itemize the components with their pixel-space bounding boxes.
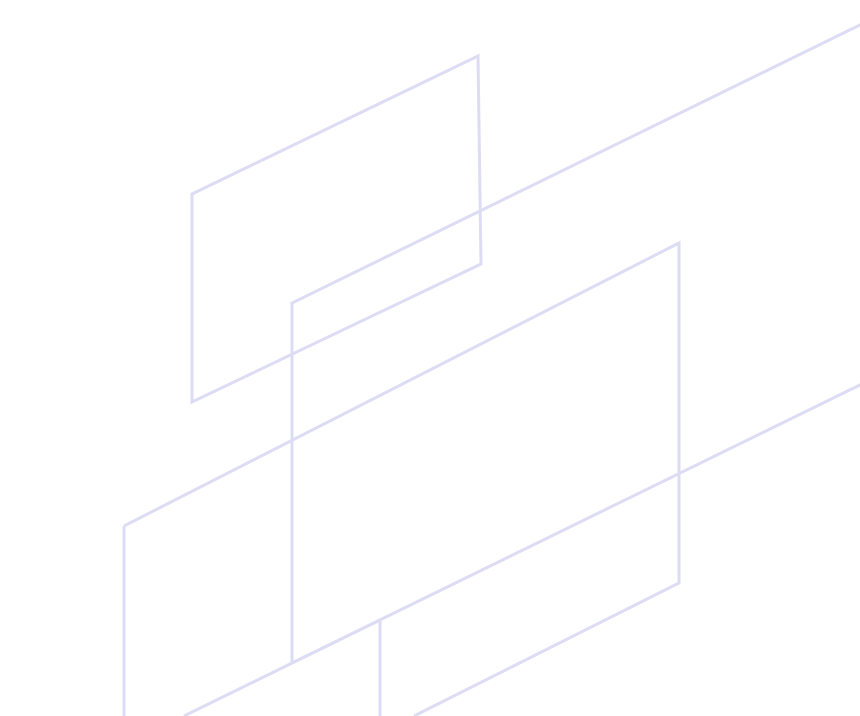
- small-parallelogram-outline: [190, 53, 483, 405]
- large-parallelogram-outline: [123, 240, 681, 716]
- bottom-partial-shape-outline: [183, 617, 382, 716]
- long-diagonal-band-line: [290, 23, 860, 663]
- lower-diagonal-band-line: [291, 383, 860, 665]
